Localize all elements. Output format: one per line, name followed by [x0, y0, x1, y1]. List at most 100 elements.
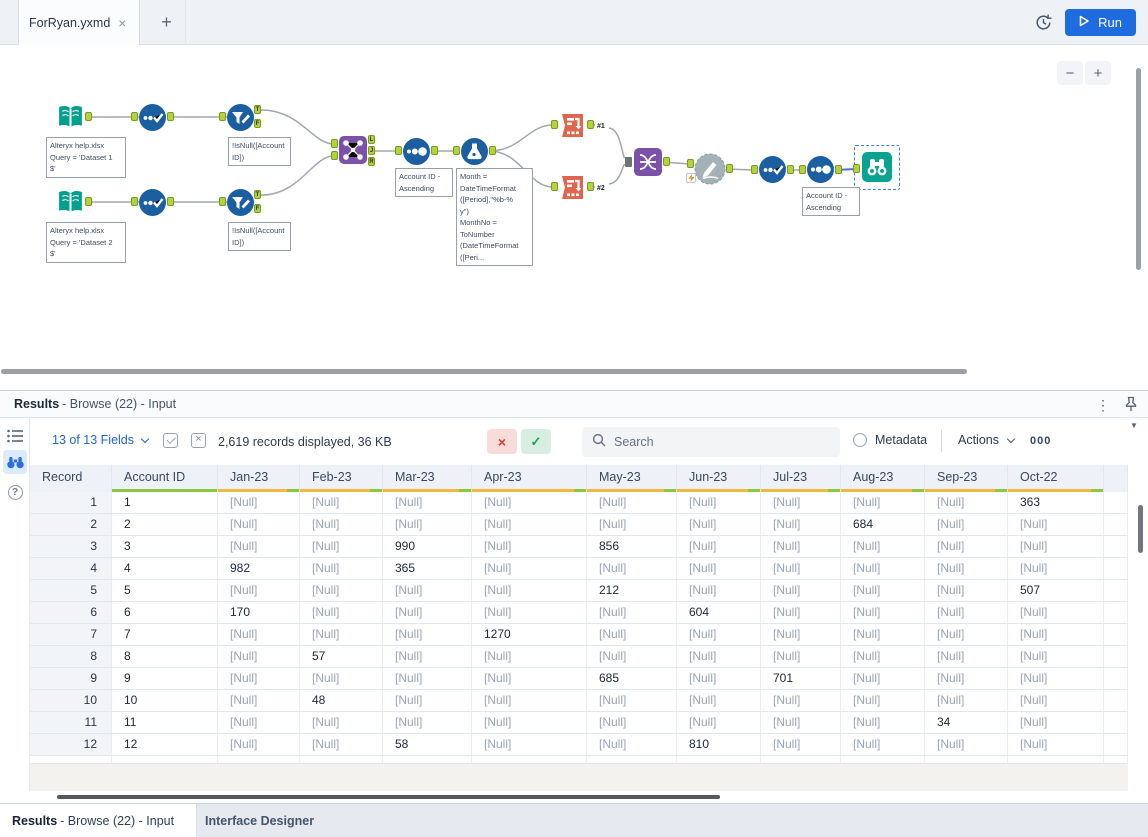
- data-cell[interactable]: 604: [677, 602, 761, 624]
- data-cell[interactable]: [Null]: [925, 690, 1008, 712]
- data-cell[interactable]: 507: [1008, 580, 1104, 602]
- scroll-up-arrow-icon[interactable]: ▼: [1130, 421, 1138, 430]
- data-cell[interactable]: 9: [112, 668, 218, 690]
- tool-filter-2[interactable]: [227, 189, 254, 221]
- annotation-filter-2[interactable]: !IsNull([Account ID]): [228, 222, 291, 251]
- data-cell[interactable]: [Null]: [472, 602, 587, 624]
- data-cell[interactable]: [Null]: [841, 580, 925, 602]
- data-cell[interactable]: [Null]: [383, 624, 472, 646]
- record-number-cell[interactable]: 9: [30, 668, 112, 690]
- data-cell[interactable]: [Null]: [677, 624, 761, 646]
- data-cell[interactable]: [Null]: [1008, 668, 1104, 690]
- record-number-cell[interactable]: 1: [30, 492, 112, 514]
- new-tab-button[interactable]: +: [148, 0, 186, 45]
- tool-formula[interactable]: [461, 138, 488, 170]
- data-cell[interactable]: [Null]: [300, 712, 383, 734]
- data-cell[interactable]: [Null]: [677, 492, 761, 514]
- column-header-mar-23[interactable]: Mar-23: [383, 465, 472, 492]
- data-cell[interactable]: 982: [218, 558, 300, 580]
- tab-interface-designer[interactable]: Interface Designer: [205, 814, 315, 828]
- zoom-in-button[interactable]: +: [1085, 61, 1111, 85]
- data-cell[interactable]: [Null]: [472, 580, 587, 602]
- tab-results[interactable]: Results - Browse (22) - Input: [0, 804, 197, 837]
- data-cell[interactable]: [Null]: [472, 558, 587, 580]
- data-cell[interactable]: [Null]: [1008, 558, 1104, 580]
- record-number-cell[interactable]: 3: [30, 536, 112, 558]
- record-number-cell[interactable]: 8: [30, 646, 112, 668]
- data-cell[interactable]: [Null]: [587, 492, 677, 514]
- data-cell[interactable]: [Null]: [587, 602, 677, 624]
- data-cell[interactable]: [Null]: [841, 492, 925, 514]
- data-cell[interactable]: [Null]: [300, 602, 383, 624]
- data-cell[interactable]: [Null]: [925, 580, 1008, 602]
- data-cell[interactable]: [Null]: [383, 602, 472, 624]
- data-cell[interactable]: 57: [300, 646, 383, 668]
- column-header-jun-23[interactable]: Jun-23: [677, 465, 761, 492]
- record-number-cell[interactable]: 11: [30, 712, 112, 734]
- data-cell[interactable]: 990: [383, 536, 472, 558]
- workflow-canvas[interactable]: T F T F L J R: [0, 45, 1148, 390]
- search-input[interactable]: [614, 435, 814, 449]
- data-cell[interactable]: 5: [112, 580, 218, 602]
- data-cell[interactable]: [Null]: [218, 690, 300, 712]
- annotation-sort-1[interactable]: Account ID - Ascending: [395, 168, 453, 197]
- data-cell[interactable]: [Null]: [1008, 712, 1104, 734]
- column-header-account-id[interactable]: Account ID: [112, 465, 218, 492]
- annotation-sort-2[interactable]: Account ID - Ascending: [802, 187, 860, 216]
- column-header-feb-23[interactable]: Feb-23: [300, 465, 383, 492]
- data-cell[interactable]: [Null]: [761, 646, 841, 668]
- data-cell[interactable]: [Null]: [1008, 624, 1104, 646]
- data-cell[interactable]: 365: [383, 558, 472, 580]
- output-anchor[interactable]: [85, 112, 92, 121]
- data-cell[interactable]: [Null]: [841, 646, 925, 668]
- data-cell[interactable]: [Null]: [925, 558, 1008, 580]
- select-all-checkbox-icon[interactable]: [163, 433, 178, 448]
- input-anchor[interactable]: [131, 197, 138, 206]
- union-input-connector[interactable]: [625, 157, 632, 167]
- input-anchor[interactable]: [853, 164, 860, 173]
- data-cell[interactable]: [Null]: [841, 536, 925, 558]
- tool-union[interactable]: [634, 148, 662, 181]
- tool-cleanse-macro[interactable]: [694, 153, 726, 190]
- data-cell[interactable]: [Null]: [761, 536, 841, 558]
- record-number-cell[interactable]: 7: [30, 624, 112, 646]
- data-cell[interactable]: [Null]: [841, 602, 925, 624]
- data-cell[interactable]: [Null]: [300, 624, 383, 646]
- data-cell[interactable]: [Null]: [300, 492, 383, 514]
- record-number-cell[interactable]: 12: [30, 734, 112, 756]
- data-cell[interactable]: [Null]: [1008, 734, 1104, 756]
- clear-selection-icon[interactable]: ×: [191, 433, 206, 448]
- data-cell[interactable]: [Null]: [472, 514, 587, 536]
- input-anchor[interactable]: [331, 139, 338, 148]
- input-anchor[interactable]: [395, 146, 402, 155]
- data-quality-error-button[interactable]: ×: [487, 429, 517, 454]
- tool-join[interactable]: [339, 136, 367, 169]
- data-cell[interactable]: [Null]: [925, 536, 1008, 558]
- data-cell[interactable]: [Null]: [472, 668, 587, 690]
- data-cell[interactable]: [Null]: [472, 690, 587, 712]
- output-anchor[interactable]: [835, 165, 842, 174]
- more-options-icon[interactable]: ⋮: [1096, 396, 1110, 413]
- data-cell[interactable]: [Null]: [925, 624, 1008, 646]
- zoom-out-button[interactable]: −: [1057, 61, 1083, 85]
- data-cell[interactable]: 810: [677, 734, 761, 756]
- data-cell[interactable]: [Null]: [300, 536, 383, 558]
- data-cell[interactable]: [Null]: [677, 690, 761, 712]
- data-cell[interactable]: [Null]: [300, 580, 383, 602]
- tool-sort-2[interactable]: [807, 156, 834, 188]
- data-cell[interactable]: [Null]: [761, 514, 841, 536]
- data-cell[interactable]: [Null]: [587, 690, 677, 712]
- data-cell[interactable]: [Null]: [300, 668, 383, 690]
- data-cell[interactable]: [Null]: [1008, 690, 1104, 712]
- annotation-input-2[interactable]: Alteryx help.xlsx Query = 'Dataset 2 $': [46, 222, 126, 263]
- data-cell[interactable]: [Null]: [383, 492, 472, 514]
- tool-filter-1[interactable]: [227, 104, 254, 136]
- data-cell[interactable]: [Null]: [383, 668, 472, 690]
- data-cell[interactable]: [Null]: [218, 712, 300, 734]
- tool-transpose-1[interactable]: [559, 112, 586, 144]
- data-cell[interactable]: [Null]: [925, 602, 1008, 624]
- column-header-aug-23[interactable]: Aug-23: [841, 465, 925, 492]
- data-cell[interactable]: 2: [112, 514, 218, 536]
- data-cell[interactable]: [Null]: [587, 712, 677, 734]
- data-cell[interactable]: [Null]: [841, 734, 925, 756]
